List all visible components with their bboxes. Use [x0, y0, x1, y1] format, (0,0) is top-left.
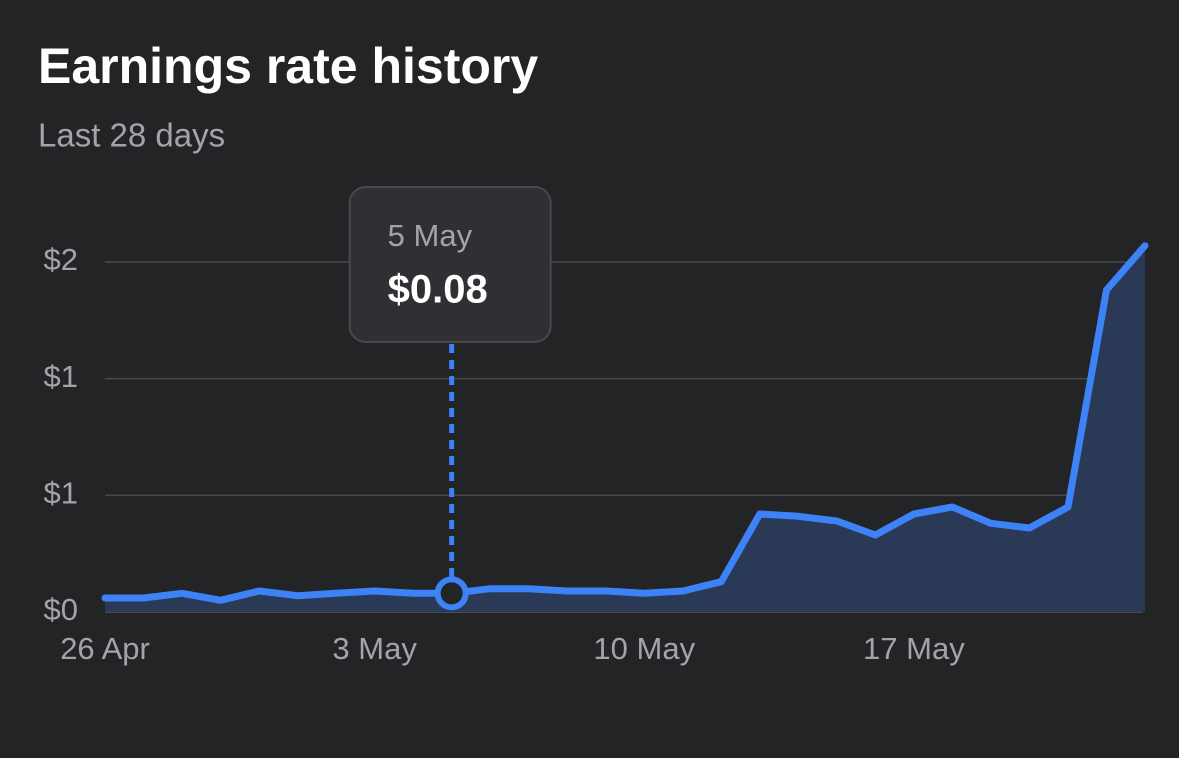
tooltip-value: $0.08: [388, 268, 488, 312]
area: [105, 245, 1145, 612]
x-tick-label: 17 May: [863, 631, 965, 666]
tooltip-date: 5 May: [388, 218, 473, 253]
tooltip-box: [348, 186, 552, 343]
y-tick-label: $0: [44, 592, 78, 627]
y-tick-label: $1: [44, 359, 78, 394]
x-tick-label: 3 May: [332, 631, 417, 666]
chart-title: Earnings rate history: [38, 38, 538, 94]
line: [101, 242, 1149, 604]
highlight-point: [434, 576, 469, 611]
tooltip: 5 May $0.08: [348, 186, 552, 343]
x-tick-label: 26 Apr: [60, 631, 150, 666]
y-tick-label: $1: [44, 476, 78, 511]
x-tick-label: 10 May: [593, 631, 695, 666]
y-tick-label: $2: [44, 242, 78, 277]
chart-subtitle: Last 28 days: [38, 117, 225, 154]
